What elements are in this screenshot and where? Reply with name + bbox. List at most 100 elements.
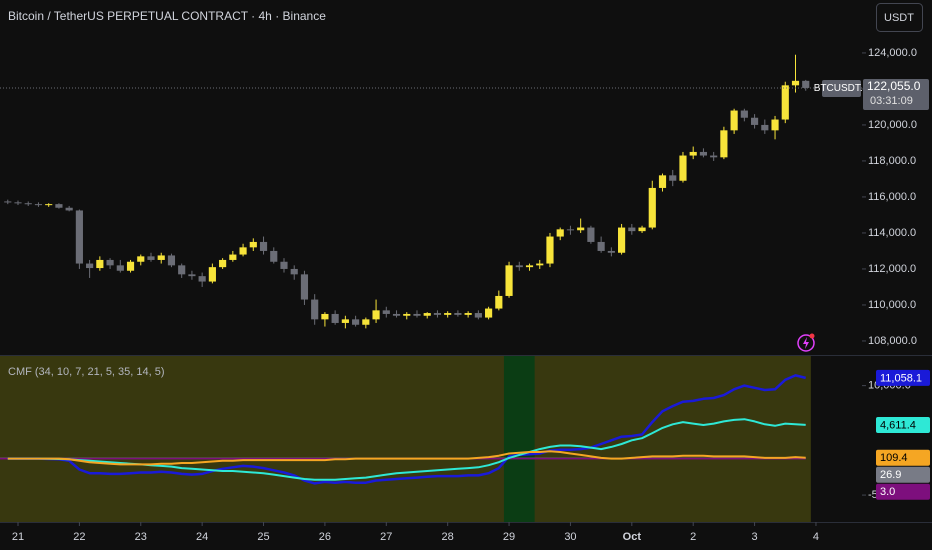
candle-body [618, 227, 626, 253]
candle-body [566, 229, 575, 231]
candle-body [65, 207, 73, 211]
candle-body [116, 265, 124, 271]
candle-body [413, 313, 421, 316]
candle-body [372, 310, 380, 320]
candle-body [157, 255, 165, 260]
price-axis [862, 36, 932, 522]
candle-body [55, 204, 63, 208]
alert-dot[interactable] [809, 333, 815, 339]
candle-body [229, 254, 237, 260]
symbol-badge-label: BTCUSDT.P [814, 83, 870, 94]
candle-body [24, 203, 32, 205]
candle-body [740, 110, 748, 118]
candle-body [167, 255, 176, 266]
candle-body [14, 202, 22, 204]
candle-body [720, 130, 728, 158]
candle-body [802, 80, 810, 88]
indicator-title: CMF (34, 10, 7, 21, 5, 35, 14, 5) [8, 366, 165, 378]
candle-body [362, 319, 370, 325]
candle-body [761, 124, 769, 131]
x-tick-label: 21 [12, 531, 24, 543]
candle-body [485, 308, 493, 318]
price-badge [863, 78, 929, 110]
value-badge [876, 449, 930, 466]
candle-body [86, 263, 94, 269]
candle-body [208, 267, 216, 282]
indicator-background [0, 356, 811, 522]
x-tick-label: 3 [752, 531, 758, 543]
x-tick-label: 27 [380, 531, 392, 543]
x-tick-label: 29 [503, 531, 515, 543]
y-tick-label: 110,000.0 [868, 299, 916, 311]
candle-body [689, 151, 697, 156]
candle-body [4, 201, 12, 203]
y-tick-label: 116,000.0 [868, 191, 916, 203]
x-tick-label: 30 [564, 531, 576, 543]
candle-body [730, 110, 738, 131]
candle-body [259, 241, 268, 251]
symbol-badge [822, 79, 861, 97]
candle-body [331, 313, 339, 323]
candle-body [536, 263, 544, 266]
alert-circle[interactable] [797, 334, 815, 352]
back-layer [0, 36, 932, 522]
candle-body [75, 210, 83, 264]
countdown-label: 03:31:09 [870, 95, 913, 107]
x-tick-label: 23 [135, 531, 147, 543]
candle-body [525, 265, 534, 268]
candle-body [751, 117, 759, 125]
candle-body [669, 175, 677, 181]
candle-body [679, 155, 687, 181]
candle-body [658, 175, 667, 188]
candle-body [178, 265, 186, 275]
candle-body [791, 80, 800, 86]
x-tick-label: 4 [813, 531, 819, 543]
symbol-title: Bitcoin / TetherUS PERPETUAL CONTRACT · … [8, 9, 326, 23]
candle-body [188, 274, 196, 277]
currency-button[interactable] [876, 3, 923, 32]
x-tick-label: Oct [623, 531, 642, 543]
candle-body [280, 261, 288, 269]
candle-body [126, 261, 135, 271]
alert-icon[interactable] [797, 333, 815, 352]
alert-bolt[interactable] [803, 337, 809, 349]
candle-body [239, 247, 247, 255]
candle-body [106, 259, 114, 266]
candle-body [638, 227, 646, 232]
value-badge-label: 3.0 [880, 486, 895, 498]
candle-body [505, 265, 513, 296]
value-badge [876, 369, 930, 386]
value-badge-label: 4,611.4 [880, 419, 916, 431]
candle-body [96, 259, 104, 269]
candle-body [219, 259, 227, 268]
candle-body [321, 313, 329, 320]
candle-body [464, 313, 472, 315]
value-badge [876, 483, 930, 500]
y-tick-label: 124,000.0 [868, 47, 917, 59]
candle-body [352, 319, 360, 325]
candle-body [699, 151, 708, 156]
y-tick-label: 112,000.0 [868, 263, 916, 275]
y-tick-label: 108,000.0 [868, 335, 917, 347]
candle-body [771, 119, 779, 131]
candle-body [781, 85, 789, 120]
currency-label[interactable]: USDT [884, 12, 914, 24]
candle-body [270, 250, 278, 262]
candle-body [710, 155, 718, 158]
value-badge [876, 416, 930, 433]
value-badge-label: 11,058.1 [880, 372, 922, 384]
candle-body [392, 313, 401, 316]
value-badge [876, 466, 930, 483]
x-tick-label: 25 [257, 531, 269, 543]
candle-body [628, 227, 636, 232]
candle-body [382, 310, 390, 314]
candle-body [34, 204, 43, 206]
candle-body [454, 313, 462, 315]
x-tick-label: 22 [73, 531, 85, 543]
candle-body [587, 227, 595, 242]
candle-body [290, 268, 298, 275]
indicator-line [7, 450, 806, 466]
candle-body [147, 256, 155, 260]
candle-body [45, 204, 53, 206]
